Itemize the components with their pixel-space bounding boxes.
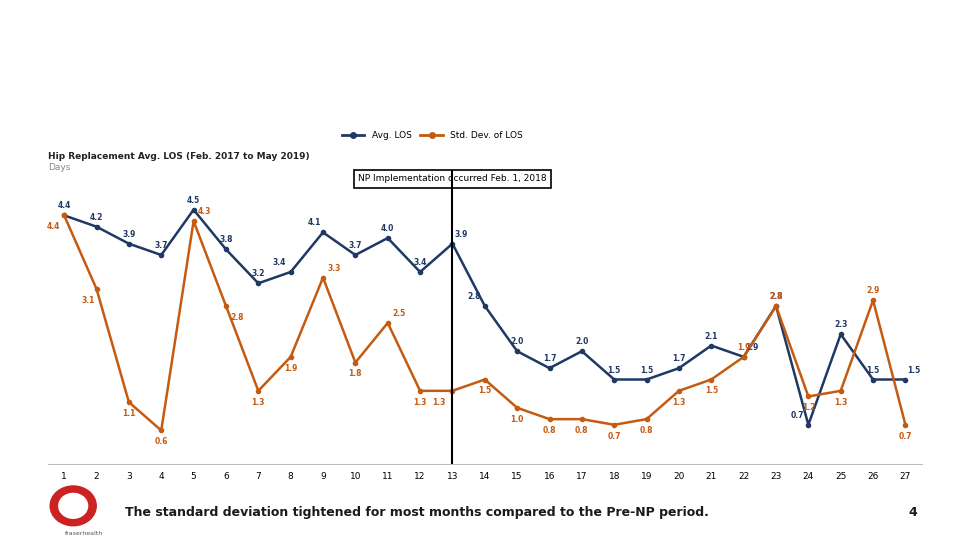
Text: 1.3: 1.3 bbox=[252, 398, 265, 407]
Text: 3.9: 3.9 bbox=[122, 230, 135, 239]
Text: 1.7: 1.7 bbox=[542, 354, 556, 363]
Text: 2.9: 2.9 bbox=[866, 286, 879, 295]
Text: 1.3: 1.3 bbox=[834, 398, 848, 407]
Text: 1.0: 1.0 bbox=[511, 415, 524, 424]
Text: 0.7: 0.7 bbox=[790, 411, 804, 420]
Text: 4.0: 4.0 bbox=[381, 224, 395, 233]
Text: Hip Replacement LOS is significantly better: Hip Replacement LOS is significantly bet… bbox=[138, 46, 822, 74]
Text: 4.4: 4.4 bbox=[58, 201, 71, 211]
Text: Post-NP implementation: Post-NP implementation bbox=[289, 106, 671, 134]
Text: NP Implementation occurred Feb. 1, 2018: NP Implementation occurred Feb. 1, 2018 bbox=[358, 174, 547, 183]
Text: 3.3: 3.3 bbox=[327, 264, 341, 273]
Text: 4.5: 4.5 bbox=[187, 196, 201, 205]
Text: 2.3: 2.3 bbox=[834, 320, 848, 329]
Text: 0.8: 0.8 bbox=[639, 426, 654, 435]
Text: 4.4: 4.4 bbox=[46, 222, 60, 231]
Legend: Avg. LOS, Std. Dev. of LOS: Avg. LOS, Std. Dev. of LOS bbox=[338, 127, 527, 144]
Text: 2.8: 2.8 bbox=[769, 292, 782, 301]
Text: 3.7: 3.7 bbox=[348, 241, 362, 250]
Text: 3.4: 3.4 bbox=[273, 258, 286, 267]
Text: Hip Replacement Avg. LOS (Feb. 2017 to May 2019): Hip Replacement Avg. LOS (Feb. 2017 to M… bbox=[48, 152, 310, 161]
Text: 3.1: 3.1 bbox=[82, 296, 95, 305]
Text: The standard deviation tightened for most months compared to the Pre-NP period.: The standard deviation tightened for mos… bbox=[125, 505, 708, 519]
Text: 3.4: 3.4 bbox=[414, 258, 427, 267]
Circle shape bbox=[50, 486, 96, 526]
Text: 2.8: 2.8 bbox=[467, 292, 480, 301]
Text: 1.1: 1.1 bbox=[122, 409, 135, 418]
Text: 3.8: 3.8 bbox=[219, 235, 232, 245]
Text: 0.7: 0.7 bbox=[899, 431, 912, 441]
Text: 1.8: 1.8 bbox=[348, 369, 362, 379]
Text: 1.3: 1.3 bbox=[414, 398, 427, 407]
Text: 0.8: 0.8 bbox=[542, 426, 556, 435]
Text: 1.9: 1.9 bbox=[284, 364, 298, 373]
Text: 2.0: 2.0 bbox=[511, 338, 524, 346]
Text: 4.2: 4.2 bbox=[90, 213, 104, 222]
Text: 2.8: 2.8 bbox=[230, 313, 244, 322]
Text: 2.8: 2.8 bbox=[769, 292, 782, 301]
Text: 1.5: 1.5 bbox=[640, 366, 653, 375]
Text: 0.6: 0.6 bbox=[155, 437, 168, 447]
Text: fraserhealth: fraserhealth bbox=[65, 531, 103, 536]
Text: 1.5: 1.5 bbox=[478, 387, 492, 395]
Text: 4.3: 4.3 bbox=[198, 207, 211, 216]
Text: 1.5: 1.5 bbox=[705, 387, 718, 395]
Text: 1.7: 1.7 bbox=[672, 354, 685, 363]
Text: 4: 4 bbox=[908, 505, 917, 519]
Text: 1.9: 1.9 bbox=[737, 343, 751, 352]
Text: 1.2: 1.2 bbox=[802, 403, 815, 413]
Text: 1.3: 1.3 bbox=[672, 398, 685, 407]
Circle shape bbox=[59, 494, 87, 518]
Text: 1.5: 1.5 bbox=[907, 366, 921, 375]
Text: 2.0: 2.0 bbox=[575, 338, 588, 346]
Text: 2.1: 2.1 bbox=[705, 332, 718, 341]
Text: 1.5: 1.5 bbox=[867, 366, 879, 375]
Text: 3.2: 3.2 bbox=[252, 269, 265, 278]
Text: 4.1: 4.1 bbox=[308, 218, 322, 227]
Text: 1.3: 1.3 bbox=[432, 398, 445, 407]
Text: 3.7: 3.7 bbox=[155, 241, 168, 250]
Text: 0.7: 0.7 bbox=[608, 431, 621, 441]
Text: 1.5: 1.5 bbox=[608, 366, 621, 375]
Text: 2.5: 2.5 bbox=[393, 309, 405, 318]
Text: 0.8: 0.8 bbox=[575, 426, 588, 435]
Text: Days: Days bbox=[48, 163, 70, 172]
Text: 1.9: 1.9 bbox=[745, 343, 758, 352]
Text: 3.9: 3.9 bbox=[454, 230, 468, 239]
